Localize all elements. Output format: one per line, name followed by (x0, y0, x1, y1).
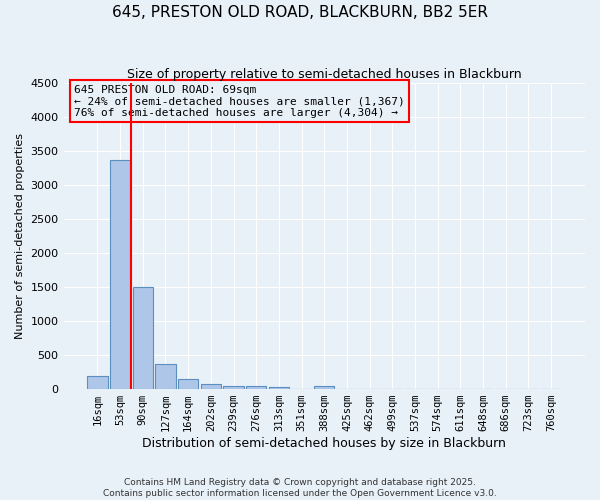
Title: Size of property relative to semi-detached houses in Blackburn: Size of property relative to semi-detach… (127, 68, 521, 80)
Bar (246, 386, 266, 389)
Text: 645, PRESTON OLD ROAD, BLACKBURN, BB2 5ER: 645, PRESTON OLD ROAD, BLACKBURN, BB2 5E… (112, 5, 488, 20)
Bar (178, 379, 199, 389)
Y-axis label: Number of semi-detached properties: Number of semi-detached properties (15, 133, 25, 339)
Bar (314, 386, 334, 389)
X-axis label: Distribution of semi-detached houses by size in Blackburn: Distribution of semi-detached houses by … (142, 437, 506, 450)
Bar (200, 384, 221, 389)
Bar (110, 160, 130, 389)
Text: Contains HM Land Registry data © Crown copyright and database right 2025.
Contai: Contains HM Land Registry data © Crown c… (103, 478, 497, 498)
Bar (133, 287, 153, 389)
Bar (155, 364, 176, 389)
Bar (87, 376, 107, 389)
Bar (223, 386, 244, 389)
Bar (269, 387, 289, 389)
Text: 645 PRESTON OLD ROAD: 69sqm
← 24% of semi-detached houses are smaller (1,367)
76: 645 PRESTON OLD ROAD: 69sqm ← 24% of sem… (74, 84, 405, 118)
